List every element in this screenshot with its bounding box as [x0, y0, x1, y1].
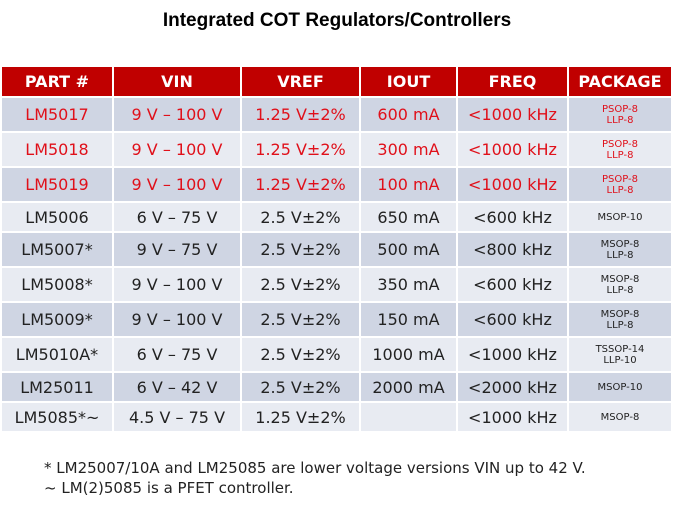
cell-part: LM5009*	[2, 301, 114, 337]
package-line: LLP-8	[606, 114, 634, 126]
cell-vin: 6 V – 75 V	[113, 201, 242, 232]
table-row: LM5085*~ 4.5 V – 75 V 1.25 V±2% <1000 kHz MS…	[2, 401, 673, 431]
package-line: PSOP-8	[601, 173, 639, 185]
package-line: LLP-8	[606, 284, 634, 296]
cell-package: MSOP-8 LLP-8	[568, 266, 673, 302]
cell-iout	[360, 401, 458, 431]
cell-vin: 6 V – 75 V	[113, 336, 242, 372]
package-line: MSOP-8	[600, 411, 640, 423]
cell-iout: 350 mA	[360, 266, 458, 302]
table-row: LM5009* 9 V – 100 V 2.5 V±2% 150 mA <600 kHz…	[2, 301, 673, 337]
cell-iout: 650 mA	[360, 201, 458, 232]
package-line: LLP-8	[606, 149, 634, 161]
cell-package: PSOP-8 LLP-8	[568, 166, 673, 202]
cell-package: MSOP-8	[568, 401, 673, 431]
package-line: LLP-8	[606, 249, 634, 261]
cell-iout: 600 mA	[360, 96, 458, 132]
cell-iout: 500 mA	[360, 231, 458, 267]
package-line: MSOP-8	[600, 308, 640, 320]
cell-freq: <600 kHz	[457, 266, 569, 302]
cell-package: MSOP-8 LLP-8	[568, 231, 673, 267]
cell-package: PSOP-8 LLP-8	[568, 131, 673, 167]
footnote-lower-voltage: * LM25007/10A and LM25085 are lower volt…	[44, 459, 586, 477]
cell-part: LM5006	[2, 201, 114, 232]
table-header: PART # VIN VREF IOUT FREQ PACKAGE	[2, 67, 673, 97]
cell-iout: 1000 mA	[360, 336, 458, 372]
cell-vref: 2.5 V±2%	[241, 266, 361, 302]
cell-iout: 2000 mA	[360, 371, 458, 402]
cell-freq: <1000 kHz	[457, 131, 569, 167]
cell-vin: 9 V – 100 V	[113, 166, 242, 202]
footnotes: * LM25007/10A and LM25085 are lower volt…	[44, 458, 586, 498]
cell-freq: <600 kHz	[457, 301, 569, 337]
cell-package: TSSOP-14 LLP-10	[568, 336, 673, 372]
cell-vin: 4.5 V – 75 V	[113, 401, 242, 431]
cell-freq: <1000 kHz	[457, 336, 569, 372]
cell-package: MSOP-10	[568, 201, 673, 232]
header-vin: VIN	[113, 67, 242, 97]
cell-vref: 1.25 V±2%	[241, 131, 361, 167]
cell-iout: 300 mA	[360, 131, 458, 167]
cell-part: LM5010A*	[2, 336, 114, 372]
cell-part: LM5085*~	[2, 401, 114, 431]
cell-vref: 1.25 V±2%	[241, 166, 361, 202]
cell-freq: <1000 kHz	[457, 166, 569, 202]
cell-package: PSOP-8 LLP-8	[568, 96, 673, 132]
header-freq: FREQ	[457, 67, 569, 97]
cell-vref: 1.25 V±2%	[241, 401, 361, 431]
cell-vin: 6 V – 42 V	[113, 371, 242, 402]
header-package: PACKAGE	[568, 67, 673, 97]
package-line: MSOP-8	[600, 273, 640, 285]
cell-vref: 2.5 V±2%	[241, 336, 361, 372]
cell-vref: 1.25 V±2%	[241, 96, 361, 132]
table-row: LM5010A* 6 V – 75 V 2.5 V±2% 1000 mA <1000 k…	[2, 336, 673, 372]
package-line: PSOP-8	[601, 138, 639, 150]
table-row: LM5008* 9 V – 100 V 2.5 V±2% 350 mA <600 kHz…	[2, 266, 673, 302]
cell-part: LM5008*	[2, 266, 114, 302]
regulator-table: PART # VIN VREF IOUT FREQ PACKAGE LM5017…	[2, 67, 673, 431]
cell-vin: 9 V – 75 V	[113, 231, 242, 267]
package-line: MSOP-8	[600, 238, 640, 250]
package-line: LLP-8	[606, 319, 634, 331]
table-row: LM5017 9 V – 100 V 1.25 V±2% 600 mA <1000 kH…	[2, 96, 673, 132]
header-iout: IOUT	[360, 67, 458, 97]
cell-vin: 9 V – 100 V	[113, 301, 242, 337]
cell-part: LM5007*	[2, 231, 114, 267]
table-row: LM25011 6 V – 42 V 2.5 V±2% 2000 mA <2000 kH…	[2, 371, 673, 402]
cell-part: LM25011	[2, 371, 114, 402]
package-line: LLP-10	[603, 354, 637, 366]
cell-vin: 9 V – 100 V	[113, 266, 242, 302]
cell-freq: <1000 kHz	[457, 401, 569, 431]
footnote-pfet: ~ LM(2)5085 is a PFET controller.	[44, 479, 294, 497]
cell-package: MSOP-10	[568, 371, 673, 402]
package-line: PSOP-8	[601, 103, 639, 115]
package-line: TSSOP-14	[595, 343, 645, 355]
table-row: LM5018 9 V – 100 V 1.25 V±2% 300 mA <1000 kH…	[2, 131, 673, 167]
cell-iout: 150 mA	[360, 301, 458, 337]
header-vref: VREF	[241, 67, 361, 97]
cell-freq: <2000 kHz	[457, 371, 569, 402]
cell-vin: 9 V – 100 V	[113, 96, 242, 132]
cell-vin: 9 V – 100 V	[113, 131, 242, 167]
cell-vref: 2.5 V±2%	[241, 301, 361, 337]
package-line: MSOP-10	[597, 381, 643, 393]
cell-part: LM5019	[2, 166, 114, 202]
cell-package: MSOP-8 LLP-8	[568, 301, 673, 337]
table-row: LM5019 9 V – 100 V 1.25 V±2% 100 mA <1000 kH…	[2, 166, 673, 202]
cell-freq: <1000 kHz	[457, 96, 569, 132]
package-line: MSOP-10	[597, 211, 643, 223]
cell-vref: 2.5 V±2%	[241, 231, 361, 267]
table-row: LM5006 6 V – 75 V 2.5 V±2% 650 mA <600 kHz MS…	[2, 201, 673, 232]
table-row: LM5007* 9 V – 75 V 2.5 V±2% 500 mA <800 kHz M…	[2, 231, 673, 267]
page-title: Integrated COT Regulators/Controllers	[162, 10, 512, 31]
cell-part: LM5017	[2, 96, 114, 132]
cell-iout: 100 mA	[360, 166, 458, 202]
cell-part: LM5018	[2, 131, 114, 167]
cell-vref: 2.5 V±2%	[241, 201, 361, 232]
package-line: LLP-8	[606, 184, 634, 196]
cell-vref: 2.5 V±2%	[241, 371, 361, 402]
cell-freq: <600 kHz	[457, 201, 569, 232]
header-part: PART #	[2, 67, 114, 97]
cell-freq: <800 kHz	[457, 231, 569, 267]
